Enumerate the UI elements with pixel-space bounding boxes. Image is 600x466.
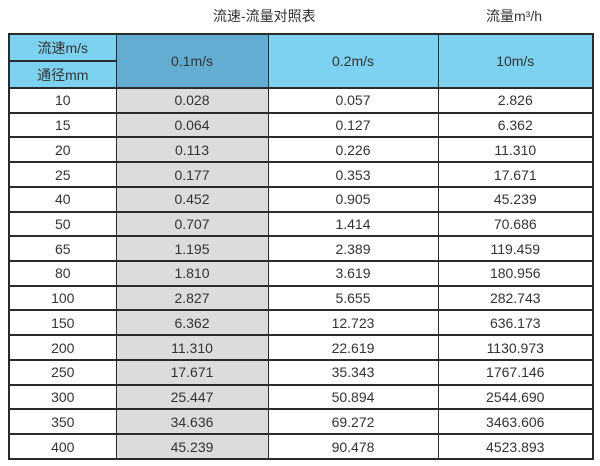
page-title: 流速-流量对照表 — [213, 8, 316, 24]
flow-value-cell: 2.826 — [437, 87, 594, 114]
flow-value-cell: 0.113 — [115, 136, 269, 164]
diameter-cell: 400 — [8, 433, 117, 460]
diameter-cell: 150 — [8, 309, 117, 337]
flow-value-cell: 0.064 — [115, 111, 269, 139]
flow-value-cell: 69.272 — [267, 408, 439, 436]
flow-value-cell: 11.310 — [115, 334, 269, 361]
flow-value-cell: 119.459 — [437, 235, 594, 263]
table-row: 20 0.113 0.226 11.310 — [8, 136, 594, 164]
flow-value-cell: 17.671 — [437, 161, 594, 188]
flow-value-cell: 0.127 — [267, 111, 439, 139]
diameter-cell: 300 — [8, 383, 117, 411]
table-row: 25 0.177 0.353 17.671 — [8, 161, 594, 188]
table-header: 流速m/s 0.1m/s 0.2m/s 10m/s 通径mm — [8, 33, 594, 89]
table-row: 400 45.239 90.478 4523.893 — [8, 433, 594, 460]
flow-value-cell: 12.723 — [267, 309, 439, 337]
flow-value-cell: 0.353 — [267, 161, 439, 188]
flow-value-cell: 70.686 — [437, 210, 594, 238]
header-velocity-label: 流速m/s — [8, 33, 117, 62]
flow-value-cell: 0.028 — [115, 87, 269, 114]
diameter-cell: 25 — [8, 161, 117, 188]
flow-value-cell: 11.310 — [437, 136, 594, 164]
diameter-cell: 350 — [8, 408, 117, 436]
flow-value-cell: 50.894 — [267, 383, 439, 411]
flow-value-cell: 0.177 — [115, 161, 269, 188]
table-row: 65 1.195 2.389 119.459 — [8, 235, 594, 263]
table-row: 40 0.452 0.905 45.239 — [8, 185, 594, 213]
flow-unit-label: 流量m³/h — [486, 8, 542, 24]
flow-value-cell: 35.343 — [267, 358, 439, 386]
table-row: 300 25.447 50.894 2544.690 — [8, 383, 594, 411]
flow-value-cell: 6.362 — [115, 309, 269, 337]
diameter-cell: 50 — [8, 210, 117, 238]
table-row: 100 2.827 5.655 282.743 — [8, 284, 594, 312]
table-row: 80 1.810 3.619 180.956 — [8, 260, 594, 287]
diameter-cell: 100 — [8, 284, 117, 312]
flow-value-cell: 2.827 — [115, 284, 269, 312]
diameter-cell: 15 — [8, 111, 117, 139]
flow-value-cell: 1130.973 — [437, 334, 594, 361]
flow-value-cell: 3463.606 — [437, 408, 594, 436]
flow-value-cell: 3.619 — [267, 260, 439, 287]
diameter-cell: 80 — [8, 260, 117, 287]
flow-value-cell: 2.389 — [267, 235, 439, 263]
flow-value-cell: 0.707 — [115, 210, 269, 238]
diameter-cell: 20 — [8, 136, 117, 164]
table-row: 200 11.310 22.619 1130.973 — [8, 334, 594, 361]
flow-value-cell: 1.414 — [267, 210, 439, 238]
table-row: 50 0.707 1.414 70.686 — [8, 210, 594, 238]
flow-value-cell: 25.447 — [115, 383, 269, 411]
flow-value-cell: 180.956 — [437, 260, 594, 287]
flow-value-cell: 282.743 — [437, 284, 594, 312]
diameter-cell: 250 — [8, 358, 117, 386]
diameter-cell: 200 — [8, 334, 117, 361]
table-row: 250 17.671 35.343 1767.146 — [8, 358, 594, 386]
titlebar: 流速-流量对照表 流量m³/h — [0, 0, 600, 33]
flow-value-cell: 4523.893 — [437, 433, 594, 460]
flow-value-cell: 1767.146 — [437, 358, 594, 386]
flow-value-cell: 34.636 — [115, 408, 269, 436]
header-column-0.2ms: 0.2m/s — [267, 33, 439, 89]
flow-value-cell: 1.195 — [115, 235, 269, 263]
header-diameter-label: 通径mm — [8, 60, 117, 89]
header-column-0.1ms: 0.1m/s — [115, 33, 269, 89]
flow-value-cell: 1.810 — [115, 260, 269, 287]
flow-value-cell: 2544.690 — [437, 383, 594, 411]
diameter-cell: 10 — [8, 87, 117, 114]
flow-value-cell: 5.655 — [267, 284, 439, 312]
flow-value-cell: 0.226 — [267, 136, 439, 164]
diameter-cell: 65 — [8, 235, 117, 263]
flow-value-cell: 0.452 — [115, 185, 269, 213]
flow-velocity-flowrate-table: 流速m/s 0.1m/s 0.2m/s 10m/s 通径mm 10 0.028 0.… — [8, 33, 594, 460]
diameter-cell: 40 — [8, 185, 117, 213]
table-row: 10 0.028 0.057 2.826 — [8, 87, 594, 114]
table-body: 10 0.028 0.057 2.826 15 0.064 0.127 6.362 20 0.11… — [8, 87, 594, 460]
flow-value-cell: 45.239 — [437, 185, 594, 213]
table-row: 150 6.362 12.723 636.173 — [8, 309, 594, 337]
flow-value-cell: 45.239 — [115, 433, 269, 460]
table-row: 15 0.064 0.127 6.362 — [8, 111, 594, 139]
header-column-10ms: 10m/s — [437, 33, 594, 89]
flow-value-cell: 90.478 — [267, 433, 439, 460]
flow-value-cell: 22.619 — [267, 334, 439, 361]
flow-value-cell: 17.671 — [115, 358, 269, 386]
flow-value-cell: 0.905 — [267, 185, 439, 213]
table-row: 350 34.636 69.272 3463.606 — [8, 408, 594, 436]
flow-value-cell: 0.057 — [267, 87, 439, 114]
flow-value-cell: 6.362 — [437, 111, 594, 139]
flow-value-cell: 636.173 — [437, 309, 594, 337]
